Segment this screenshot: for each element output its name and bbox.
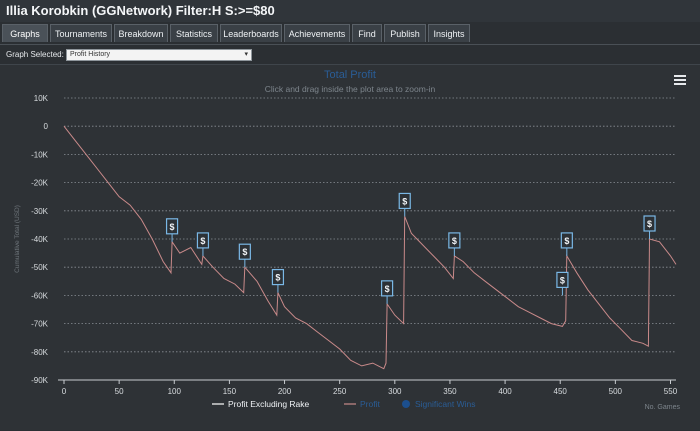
dollar-marker-label: $ [170,222,175,232]
x-tick-label: 0 [62,387,67,396]
dollar-marker-icon[interactable] [556,271,569,288]
tab-publish[interactable]: Publish [384,24,426,42]
dollar-marker-label: $ [564,236,569,246]
dollar-marker-label: $ [385,284,390,294]
y-tick-label: 10K [34,94,49,103]
legend-label-profit: Profit [360,399,380,409]
dollar-marker-icon[interactable] [196,232,210,249]
chart-container[interactable]: Total Profit Click and drag inside the pl… [0,64,700,430]
dollar-marker-label: $ [402,196,407,206]
dollar-marker-icon[interactable] [271,268,285,286]
tab-breakdown[interactable]: Breakdown [114,24,168,42]
x-tick-label: 500 [609,387,623,396]
tab-statistics[interactable]: Statistics [170,24,218,42]
x-tick-label: 250 [333,387,347,396]
x-tick-label: 550 [664,387,678,396]
x-tick-label: 300 [388,387,402,396]
y-tick-label: -50K [31,263,49,272]
tab-find[interactable]: Find [352,24,382,42]
dollar-marker-label: $ [560,275,565,285]
x-tick-label: 450 [554,387,568,396]
y-tick-label: 0 [44,122,49,131]
tab-achievements[interactable]: Achievements [284,24,350,42]
profit-series-line [63,125,677,370]
y-tick-label: -10K [31,150,49,159]
y-tick-label: -90K [31,376,49,385]
y-tick-label: -40K [31,235,49,244]
x-tick-label: 400 [498,387,512,396]
x-tick-label: 200 [278,387,292,396]
legend-label-significant-wins: Significant Wins [415,399,475,409]
y-tick-label: -80K [31,348,49,357]
dollar-marker-label: $ [647,219,652,229]
dollar-marker-label: $ [200,236,205,246]
graph-select-row: Graph Selected: Profit History ▾ [0,46,700,64]
dollar-marker-icon[interactable] [560,232,573,249]
legend-marker-significant-wins [402,400,410,408]
dollar-marker-icon[interactable] [448,232,461,249]
dollar-marker-icon[interactable] [398,192,411,210]
graph-select-dropdown[interactable]: Profit History ▾ [66,49,252,61]
x-tick-label: 50 [115,387,124,396]
dollar-marker-label: $ [452,236,457,246]
graph-select-value: Profit History [70,51,111,58]
profit-chart[interactable]: Total Profit Click and drag inside the pl… [0,65,700,431]
tab-tournaments[interactable]: Tournaments [50,24,112,42]
dollar-marker-icon[interactable] [238,243,251,260]
tab-graphs[interactable]: Graphs [2,24,48,42]
dollar-marker-icon[interactable] [643,215,656,232]
tab-leaderboards[interactable]: Leaderboards [220,24,282,42]
tab-bar: Graphs Tournaments Breakdown Statistics … [0,22,700,45]
title-bar: Illia Korobkin (GGNetwork) Filter:H S:>=… [0,0,700,22]
dollar-marker-icon[interactable] [165,218,179,235]
chevron-down-icon: ▾ [244,51,248,58]
y-tick-label: -20K [31,179,49,188]
x-tick-label: 350 [443,387,457,396]
chart-title: Total Profit [324,69,376,81]
tab-insights[interactable]: Insights [428,24,470,42]
hamburger-menu-icon[interactable] [674,75,686,85]
x-tick-label: 100 [168,387,182,396]
dollar-marker-label: $ [242,247,247,257]
dollar-marker-label: $ [275,273,280,283]
x-axis-title: No. Games [645,404,681,411]
x-tick-label: 150 [223,387,237,396]
dollar-marker-icon[interactable] [380,280,394,297]
legend-label-profit-ex-rake: Profit Excluding Rake [228,399,310,409]
chart-subtitle: Click and drag inside the plot area to z… [265,84,436,94]
graph-select-label: Graph Selected: [6,50,64,59]
y-axis-title: Cumulative Total (USD) [14,205,21,273]
window-title: Illia Korobkin (GGNetwork) Filter:H S:>=… [6,3,275,18]
y-tick-label: -60K [31,291,49,300]
y-tick-label: -70K [31,320,49,329]
y-tick-label: -30K [31,207,49,216]
